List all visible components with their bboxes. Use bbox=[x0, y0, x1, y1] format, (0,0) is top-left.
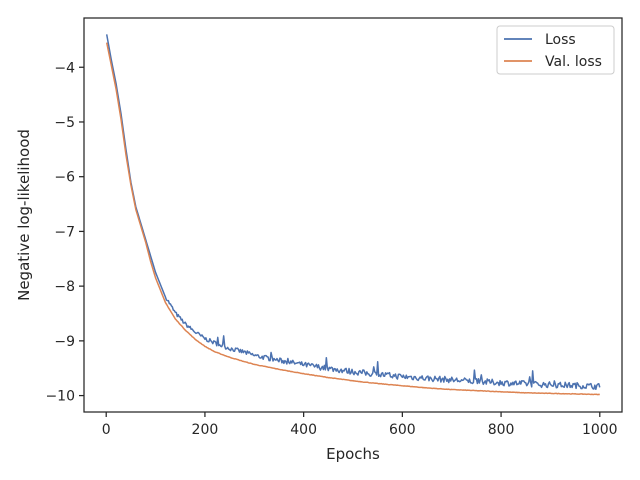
y-tick-label: −6 bbox=[54, 170, 75, 186]
axes-frame bbox=[83, 17, 623, 413]
x-axis-label: Epochs bbox=[326, 445, 380, 463]
x-axis: 0 200 400 600 800 1000 bbox=[102, 412, 618, 438]
legend-label: Val. loss bbox=[545, 54, 602, 70]
x-tick-label: 800 bbox=[488, 422, 515, 438]
legend-box bbox=[496, 25, 615, 75]
series-line-val-loss bbox=[105, 42, 600, 396]
y-tick-label: −5 bbox=[54, 115, 75, 131]
y-tick-label: −10 bbox=[45, 389, 75, 405]
y-axis-label: Negative log-likelihood bbox=[15, 129, 33, 301]
x-tick-label: 0 bbox=[102, 422, 111, 438]
legend: Loss Val. loss bbox=[496, 25, 615, 75]
series-layer bbox=[105, 34, 601, 396]
y-tick-label: −9 bbox=[54, 334, 75, 350]
x-tick-label: 200 bbox=[192, 422, 219, 438]
x-tick-label: 1000 bbox=[582, 422, 618, 438]
y-tick-label: −4 bbox=[54, 60, 75, 76]
y-tick-label: −7 bbox=[54, 224, 75, 240]
legend-label: Loss bbox=[545, 32, 576, 48]
y-axis: −4 −5 −6 −7 −8 −9 −10 bbox=[45, 60, 84, 405]
x-tick-label: 400 bbox=[290, 422, 317, 438]
series-line-loss bbox=[105, 34, 601, 391]
y-tick-label: −8 bbox=[54, 279, 75, 295]
x-tick-label: 600 bbox=[389, 422, 416, 438]
